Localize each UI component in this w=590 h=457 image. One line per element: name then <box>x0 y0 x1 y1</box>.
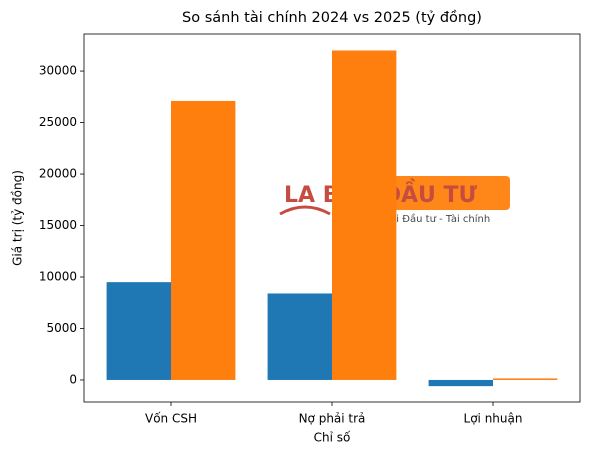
y-tick-label: 15000 <box>39 218 77 232</box>
y-axis-label: Giá trị (tỷ đồng) <box>11 170 25 266</box>
plot-frame <box>83 33 581 403</box>
bar <box>267 293 332 380</box>
chart-title: So sánh tài chính 2024 vs 2025 (tỷ đồng) <box>182 9 482 26</box>
watermark-swoosh <box>279 205 331 216</box>
x-axis-label: Chỉ số <box>314 431 351 445</box>
bar <box>332 50 397 380</box>
bar <box>171 100 236 380</box>
y-tick-label: 0 <box>69 372 77 386</box>
y-tick-label: 20000 <box>39 167 77 181</box>
y-tick-label: 10000 <box>39 269 77 283</box>
bar <box>493 378 558 380</box>
bars <box>106 50 558 387</box>
y-tick-label: 30000 <box>39 64 77 78</box>
watermark-badge <box>384 176 510 210</box>
bar <box>428 379 493 387</box>
y-tick-label: 25000 <box>39 115 77 129</box>
x-tick-label: Vốn CSH <box>145 412 197 426</box>
bar <box>106 282 171 380</box>
x-tick-label: Nợ phải trả <box>299 412 366 426</box>
y-tick-label: 5000 <box>46 321 77 335</box>
x-tick-label: Lợi nhuận <box>464 412 523 426</box>
